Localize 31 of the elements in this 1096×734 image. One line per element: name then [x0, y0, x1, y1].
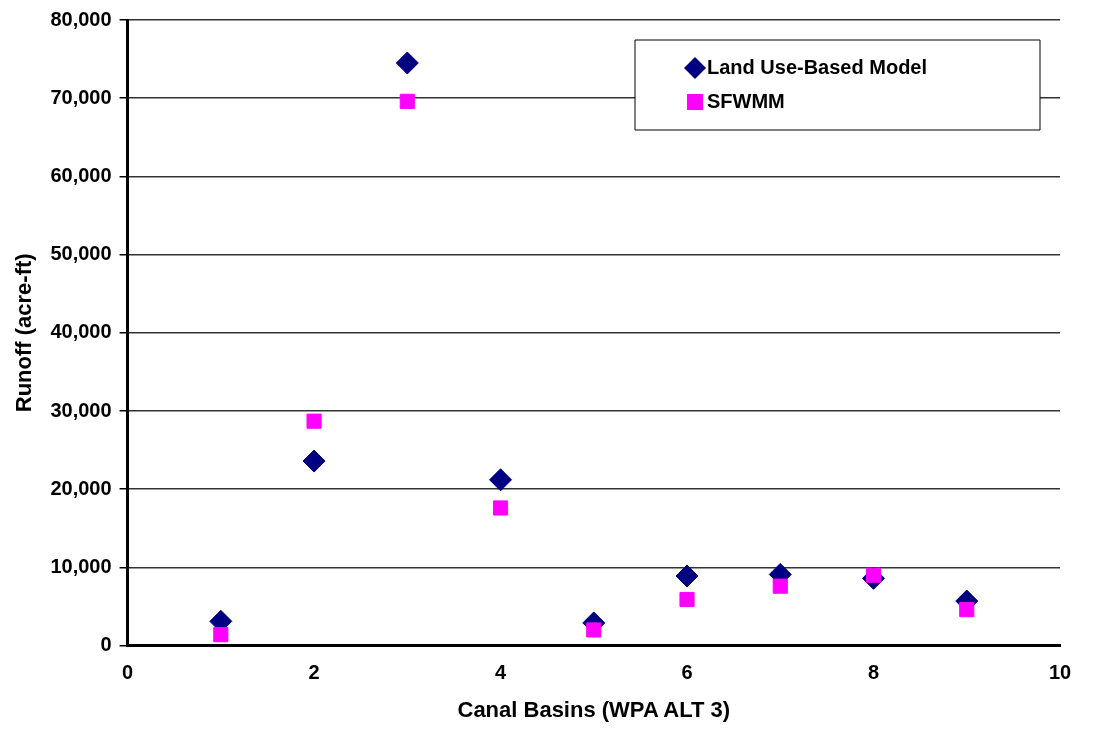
- point: [679, 591, 695, 608]
- point: [399, 93, 415, 109]
- point: [395, 51, 419, 75]
- y-tick-label: 40,000: [50, 320, 112, 343]
- y-tick-label: 30,000: [50, 398, 112, 421]
- x-tick-label: 6: [681, 661, 693, 684]
- x-axis-title: Canal Basins (WPA ALT 3): [457, 696, 731, 722]
- point: [492, 500, 509, 516]
- point: [772, 578, 788, 594]
- point: [959, 602, 975, 618]
- y-tick-label: 80,000: [50, 7, 112, 30]
- y-tick-label: 0: [100, 633, 112, 656]
- x-tick-label: 10: [1048, 661, 1072, 684]
- x-tick-label: 2: [308, 661, 320, 684]
- point: [586, 622, 602, 638]
- point: [213, 627, 229, 643]
- y-tick-label: 60,000: [50, 163, 112, 186]
- y-tick-label: 10,000: [50, 554, 112, 577]
- x-tick-label: 8: [867, 661, 880, 684]
- legend-label: Land Use-Based Model: [707, 55, 928, 78]
- y-tick-label: 20,000: [50, 476, 112, 499]
- point: [302, 449, 326, 473]
- y-axis-title: Runoff (acre-ft): [11, 253, 37, 413]
- legend-label: SFWMM: [707, 89, 785, 112]
- y-tick-label: 50,000: [50, 242, 112, 265]
- x-tick-label: 0: [122, 661, 134, 684]
- y-tick-label: 70,000: [50, 85, 112, 108]
- point: [675, 564, 699, 588]
- point: [489, 468, 513, 492]
- point: [306, 413, 322, 429]
- x-tick-label: 4: [494, 661, 507, 684]
